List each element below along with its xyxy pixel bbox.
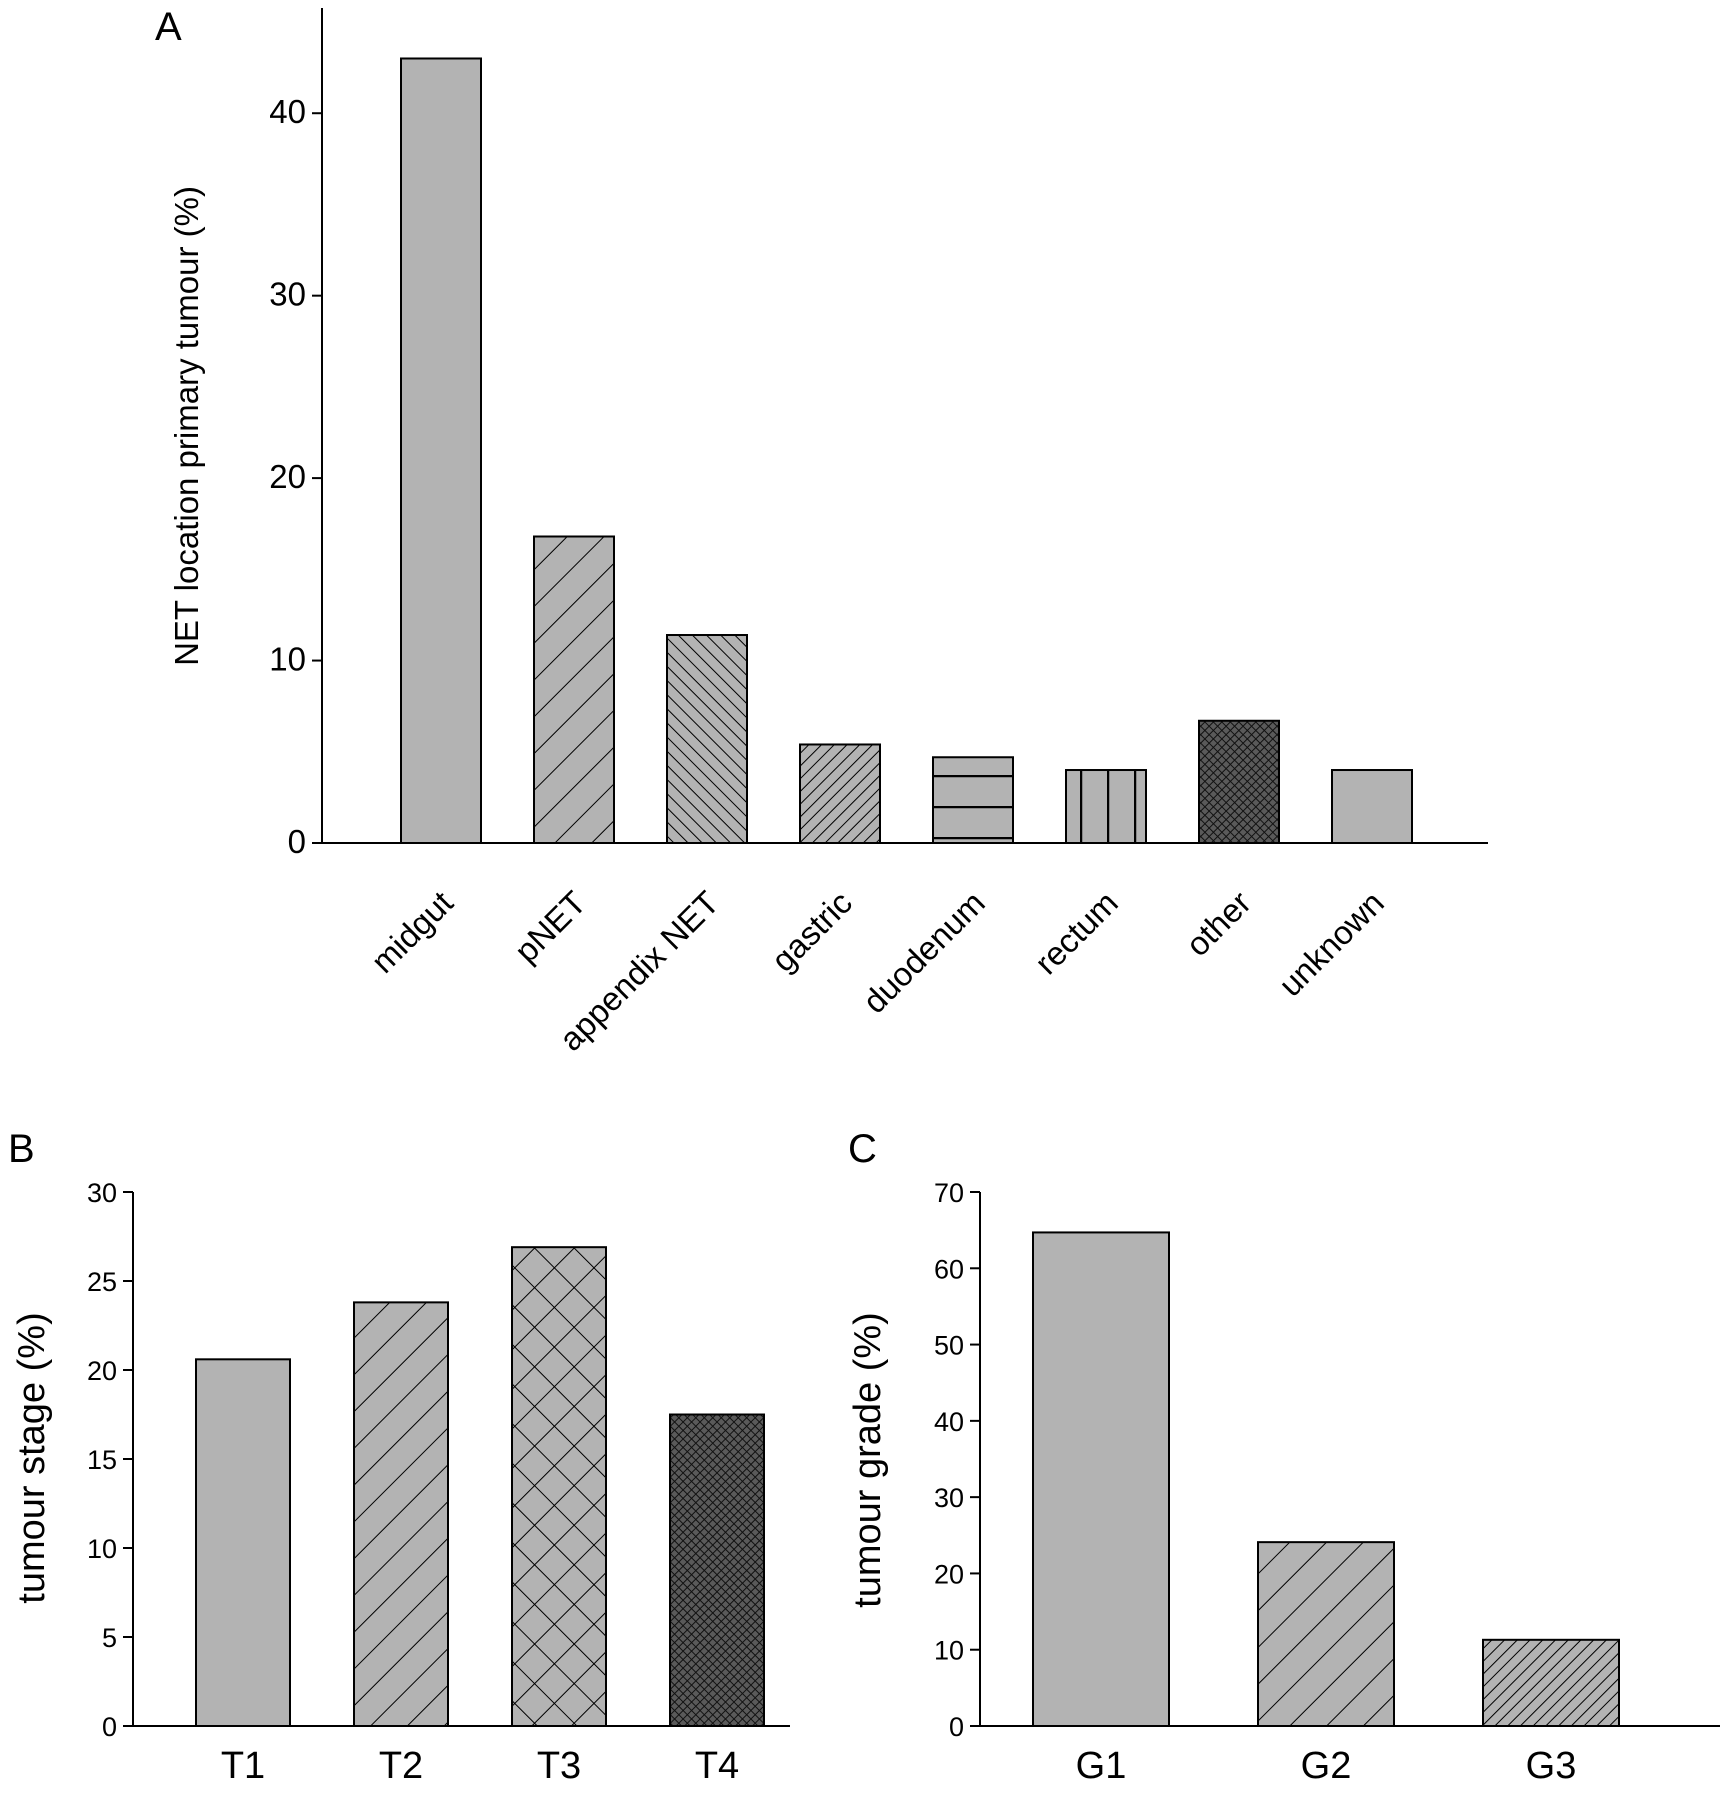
bar-g1 — [1032, 1231, 1170, 1727]
x-tick-label: T1 — [221, 1745, 265, 1787]
y-tick-label: 0 — [949, 1712, 964, 1742]
x-tick-label: midgut — [364, 884, 460, 980]
y-tick-label: 0 — [288, 823, 306, 860]
x-tick-label: G2 — [1301, 1745, 1352, 1787]
x-tick-label: other — [1179, 884, 1258, 963]
y-tick-label: 70 — [934, 1178, 964, 1208]
panel-label-a: A — [155, 5, 182, 49]
bar-t1 — [195, 1358, 291, 1727]
bar-unknown — [1331, 769, 1413, 844]
x-tick-label: T2 — [379, 1745, 423, 1787]
bar-pnet — [533, 535, 615, 844]
bar-gastric — [799, 743, 881, 844]
x-tick-label: rectum — [1027, 884, 1124, 981]
bar-rectum — [1065, 769, 1147, 844]
y-tick-label: 10 — [934, 1636, 964, 1666]
bar-appendix-net — [666, 634, 748, 844]
bar-t2 — [353, 1301, 449, 1727]
y-axis-label: tumour grade (%) — [847, 1312, 889, 1608]
x-tick-label: G3 — [1526, 1745, 1577, 1787]
y-tick-label: 10 — [269, 641, 306, 678]
y-tick-label: 30 — [934, 1483, 964, 1513]
x-tick-label: duodenum — [856, 884, 992, 1020]
panel-label-c: C — [848, 1127, 877, 1171]
x-tick-label: unknown — [1271, 884, 1391, 1004]
y-tick-label: 60 — [934, 1254, 964, 1284]
bar-t3 — [511, 1246, 607, 1728]
bar-duodenum — [932, 756, 1014, 844]
panel-label-b: B — [8, 1127, 35, 1171]
y-axis-label: tumour stage (%) — [11, 1312, 53, 1603]
y-tick-label: 20 — [269, 458, 306, 495]
x-tick-label: pNET — [507, 884, 593, 970]
bar-other — [1198, 719, 1280, 844]
y-tick-label: 5 — [102, 1623, 117, 1653]
bar-t4 — [669, 1413, 765, 1727]
y-tick-label: 20 — [934, 1559, 964, 1589]
y-axis-label: NET location primary tumour (%) — [168, 186, 205, 666]
y-tick-label: 50 — [934, 1331, 964, 1361]
y-tick-label: 40 — [934, 1407, 964, 1437]
bar-g3 — [1482, 1638, 1620, 1727]
x-tick-label: G1 — [1076, 1745, 1127, 1787]
y-tick-label: 30 — [269, 276, 306, 313]
x-tick-label: gastric — [764, 884, 859, 979]
y-tick-label: 25 — [87, 1267, 117, 1297]
bar-midgut — [400, 57, 482, 844]
y-tick-label: 20 — [87, 1356, 117, 1386]
y-tick-label: 0 — [102, 1712, 117, 1742]
panel-c: C 0 10 20 30 40 50 60 70 tumour grade (%) G1 G2 G3 — [847, 1127, 1720, 1787]
y-tick-label: 15 — [87, 1445, 117, 1475]
y-tick-label: 10 — [87, 1534, 117, 1564]
panel-b: B 0 5 10 15 20 25 30 tumour stage (%) T1 T2 T3 T4 — [8, 1127, 790, 1787]
y-tick-label: 40 — [269, 93, 306, 130]
x-tick-label: T4 — [695, 1745, 739, 1787]
y-tick-label: 30 — [87, 1178, 117, 1208]
x-tick-label: T3 — [537, 1745, 581, 1787]
panel-a: A 0 10 20 30 40 NET location primary tumour (… — [155, 5, 1488, 1058]
bar-g2 — [1257, 1541, 1395, 1728]
